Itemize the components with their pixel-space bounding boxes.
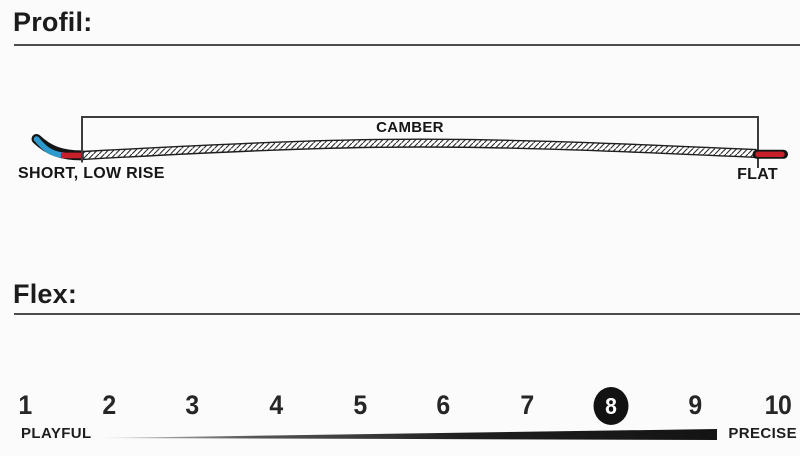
flex-number-4: 4: [269, 390, 283, 420]
camber-label: CAMBER: [376, 119, 444, 136]
flex-number-10: 10: [764, 390, 792, 420]
flex-number-7: 7: [520, 390, 534, 420]
profil-heading: Profil:: [13, 7, 93, 37]
flex-number-1: 1: [18, 390, 32, 420]
flex-number-5: 5: [353, 390, 367, 420]
flex-playful-label: PLAYFUL: [21, 425, 92, 442]
flex-precise-label: PRECISE: [728, 425, 797, 442]
flex-number-9: 9: [688, 390, 702, 420]
flex-number-8: 8: [593, 387, 629, 425]
flex-number-2: 2: [102, 390, 116, 420]
flex-divider: [14, 313, 800, 315]
flex-number-6: 6: [436, 390, 450, 420]
tail-profile-label: FLAT: [737, 166, 778, 183]
profil-divider: [14, 44, 800, 46]
flex-number-3: 3: [185, 390, 199, 420]
flex-heading: Flex:: [13, 279, 78, 309]
nose-profile-label: SHORT, LOW RISE: [18, 165, 165, 182]
